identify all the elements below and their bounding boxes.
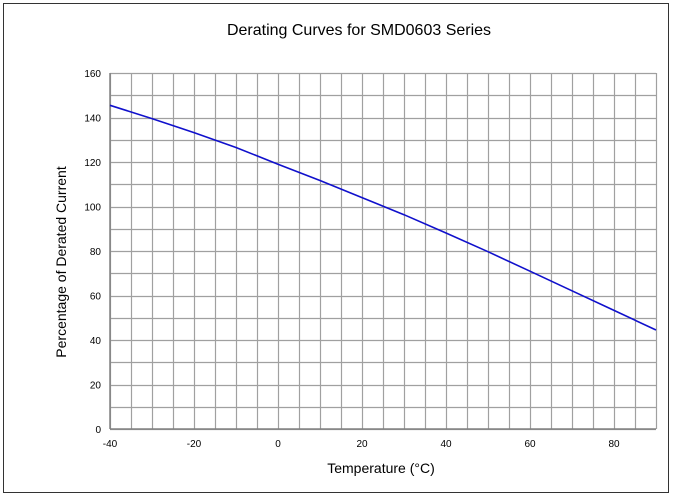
- y-tick-label: 20: [90, 381, 102, 392]
- x-tick-label: -20: [187, 439, 202, 450]
- y-tick-label: 140: [84, 114, 101, 125]
- x-tick-label: 80: [608, 439, 620, 450]
- y-tick-label: 80: [90, 247, 102, 258]
- x-tick-label: 40: [440, 439, 452, 450]
- x-tick-label: 0: [275, 439, 281, 450]
- y-tick-label: 60: [90, 292, 102, 303]
- y-tick-label: 100: [84, 203, 101, 214]
- series-line: [109, 104, 657, 331]
- grid: [109, 72, 658, 431]
- y-tick-label: 120: [84, 158, 101, 169]
- x-axis-label: Temperature (°C): [327, 460, 435, 476]
- series-layer: [109, 104, 657, 331]
- y-tick-labels: 0 20 40 60 80 100 120 140 160: [84, 69, 101, 436]
- x-tick-label: 60: [524, 439, 536, 450]
- y-tick-label: 0: [95, 425, 101, 436]
- x-tick-label: -40: [103, 439, 118, 450]
- axes: [109, 73, 656, 430]
- y-tick-label: 40: [90, 336, 102, 347]
- chart-frame: [3, 3, 669, 493]
- y-tick-label: 160: [84, 69, 101, 80]
- y-axis-label: Percentage of Derated Current: [53, 166, 69, 358]
- x-tick-labels: -40 -20 0 20 40 60 80: [103, 439, 620, 450]
- x-tick-label: 20: [356, 439, 368, 450]
- chart-title: Derating Curves for SMD0603 Series: [227, 22, 491, 39]
